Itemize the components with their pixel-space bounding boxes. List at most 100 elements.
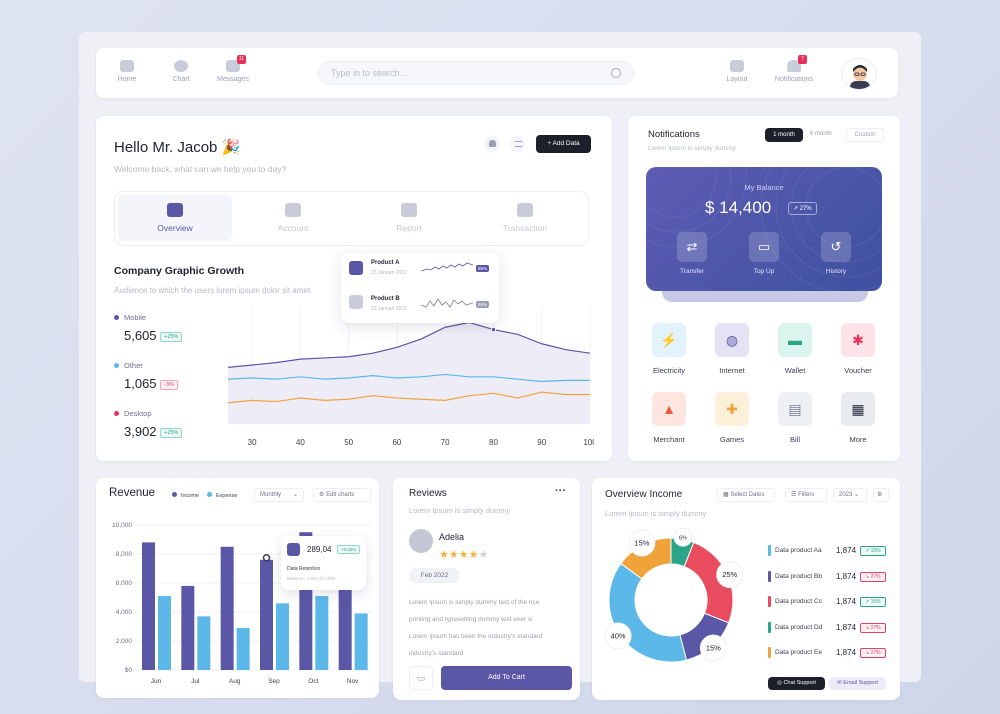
bar-income[interactable] — [181, 585, 195, 670]
service-games[interactable]: ✚ Games — [714, 392, 750, 444]
bar-expense[interactable] — [197, 616, 211, 670]
income-row-value: 1,874 — [836, 597, 857, 606]
period-select[interactable]: Monthly ⌄ — [254, 488, 304, 502]
home-icon — [120, 60, 134, 72]
review-text: Lorem Ipsum is simply dummy text of the … — [409, 599, 543, 657]
range-1-month[interactable]: 1 month — [765, 128, 803, 142]
nav-layout[interactable]: Layout — [717, 60, 757, 83]
balance-wave-pattern — [646, 167, 882, 291]
service-bill[interactable]: ▤ Bill — [777, 392, 813, 444]
reviews-title: Reviews — [409, 488, 447, 499]
x-tick-label: 60 — [392, 438, 401, 447]
range-6-month[interactable]: 6 month — [810, 131, 832, 137]
series-line-desktop — [227, 391, 590, 404]
add-data-button[interactable]: + Add Data — [536, 135, 591, 153]
slice-label-bubble — [673, 528, 693, 547]
bell-icon: 7 — [787, 55, 807, 72]
reviewer-avatar — [409, 529, 433, 553]
balance-change-badge: ↗ 27% — [788, 202, 817, 215]
select-dates-button[interactable]: ▦ Select Dates — [717, 488, 775, 502]
bar-income[interactable] — [142, 542, 155, 670]
top-up-button[interactable]: ▭ Top Up — [744, 232, 784, 275]
income-subtitle: Lorem Ipsum is simply dummy — [605, 509, 707, 518]
y-tick-label: 4,000 — [116, 609, 133, 616]
wallet-icon: ▬ — [778, 323, 812, 357]
service-voucher[interactable]: ✱ Voucher — [840, 323, 876, 375]
income-donut-chart: 15% 6% 25% 15% 40% — [604, 528, 744, 663]
nav-chart[interactable]: Chart — [161, 60, 201, 83]
revenue-tooltip: 289,04 +0.25% Data Retention Balance : 1… — [281, 536, 366, 590]
star-icon: ★ — [439, 549, 449, 561]
range-custom[interactable]: Custom — [846, 128, 884, 142]
bar-expense[interactable] — [236, 627, 250, 670]
comment-icon: ▭ — [416, 673, 426, 683]
legend-income: Income — [172, 492, 199, 499]
pie-chart-icon — [174, 60, 188, 72]
bell-button[interactable] — [484, 136, 500, 152]
chat-support-button[interactable]: ◎ Chat Support — [768, 677, 825, 690]
filter-button[interactable] — [510, 136, 526, 152]
income-row-badge: ↘ 27% — [860, 648, 886, 658]
y-tick-label: 8,000 — [116, 551, 133, 558]
bar-income[interactable] — [260, 559, 273, 670]
income-row-badge: ↘ 27% — [860, 622, 886, 633]
service-wallet[interactable]: ▬ Wallet — [777, 323, 813, 375]
edit-charts-button[interactable]: ⚙ Edit charts — [313, 488, 371, 502]
bar-expense[interactable] — [276, 603, 289, 670]
more-icon: ▦ — [841, 392, 875, 426]
tab-account[interactable]: Account — [236, 195, 350, 241]
arrow-up-icon: ↗ — [865, 548, 871, 554]
avatar[interactable] — [841, 58, 877, 90]
service-more[interactable]: ▦ More — [840, 392, 876, 444]
calendar-icon: ▦ — [723, 492, 729, 498]
wallet-icon — [401, 203, 417, 217]
filters-button[interactable]: ☰ Filters — [785, 488, 827, 502]
bar-highlight-point — [262, 554, 271, 562]
bar-expense[interactable] — [315, 596, 329, 670]
tab-report[interactable]: Report — [352, 195, 466, 241]
transfer-button[interactable]: ⇄ Transfer — [672, 232, 712, 275]
nav-home[interactable]: Home — [107, 60, 147, 83]
history-button[interactable]: ↺ History — [816, 232, 856, 275]
stat-badge: +25% — [160, 427, 183, 438]
slice-label: 15% — [706, 644, 721, 653]
bar-expense[interactable] — [354, 613, 368, 670]
tab-transaction[interactable]: Transaction — [468, 195, 582, 241]
email-support-button[interactable]: ✉ Email Support — [829, 677, 886, 690]
growth-title: Company Graphic Growth — [114, 265, 245, 277]
product-popup: Product A 23 Januari 2022 85% Product B … — [341, 253, 499, 323]
search-input[interactable]: Type in to search... — [318, 61, 634, 85]
income-settings-button[interactable]: ⚙ — [873, 488, 889, 502]
internet-icon: ◍ — [715, 323, 749, 357]
slice-label-bubble — [628, 529, 656, 557]
nav-notifications[interactable]: 7 Notifications — [774, 55, 814, 83]
service-electricity[interactable]: ⚡ Electricity — [651, 323, 687, 375]
stat-mobile: Mobile 5,605 +25% — [114, 313, 183, 343]
bill-icon: ▤ — [778, 392, 812, 426]
x-tick-label: Nov — [347, 678, 359, 685]
tab-overview[interactable]: Overview — [118, 195, 232, 241]
year-select[interactable]: 2023 ⌄ — [833, 488, 867, 502]
highlight-point — [490, 326, 497, 333]
income-row-badge: ↘ 27% — [860, 571, 886, 582]
add-to-cart-button[interactable]: Add To Cart — [441, 666, 572, 690]
income-row-label: Data product Cc — [768, 596, 822, 607]
service-merchant[interactable]: ▲ Merchant — [651, 392, 687, 444]
slice-label: 40% — [611, 631, 626, 640]
row-color-marker — [768, 596, 771, 607]
bar-income[interactable] — [220, 546, 234, 670]
star-icon: ★ — [458, 549, 469, 561]
mobile-dot — [114, 315, 119, 320]
gear-icon: ⚙ — [877, 492, 883, 498]
income-row-value: 1,874 — [836, 622, 857, 632]
nav-messages[interactable]: 11 Messages — [217, 55, 249, 83]
product-a-sparkline — [421, 262, 473, 272]
x-tick-label: 30 — [248, 438, 257, 447]
layout-icon — [730, 60, 744, 72]
growth-subtitle: Audience to which the users lorem ipsum … — [114, 286, 311, 295]
service-internet[interactable]: ◍ Internet — [714, 323, 750, 375]
comment-button[interactable]: ▭ — [409, 666, 433, 690]
more-options-icon[interactable]: ··· — [555, 485, 566, 497]
bar-expense[interactable] — [158, 596, 171, 670]
income-row-label: Data product Ee — [768, 647, 822, 658]
